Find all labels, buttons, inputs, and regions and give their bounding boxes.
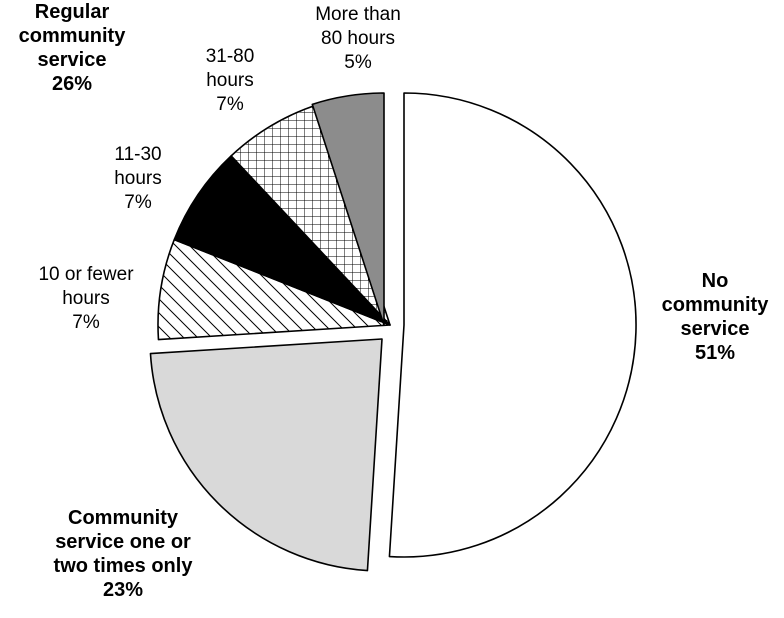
- slice-label-h11-30: 11-30 hours 7%: [114, 144, 162, 213]
- pie-slice-le10: [157, 238, 391, 341]
- slice-label-one-two: Community service one or two times only 23%: [54, 507, 194, 601]
- slice-label-h31-80: 31-80 hours 7%: [206, 46, 255, 115]
- pie-slice-one-two: [149, 338, 383, 572]
- slice-label-no-service: No community service 51%: [662, 270, 770, 364]
- group-label-regular-service: Regular community service 26%: [19, 1, 127, 95]
- slice-label-gt80: More than 80 hours 5%: [315, 4, 401, 73]
- slice-label-le10: 10 or fewer hours 7%: [38, 264, 134, 333]
- pie-slice-gt80: [311, 92, 385, 326]
- pie-slice-no-service: [388, 92, 637, 558]
- pie-slice-h11-30: [173, 155, 391, 326]
